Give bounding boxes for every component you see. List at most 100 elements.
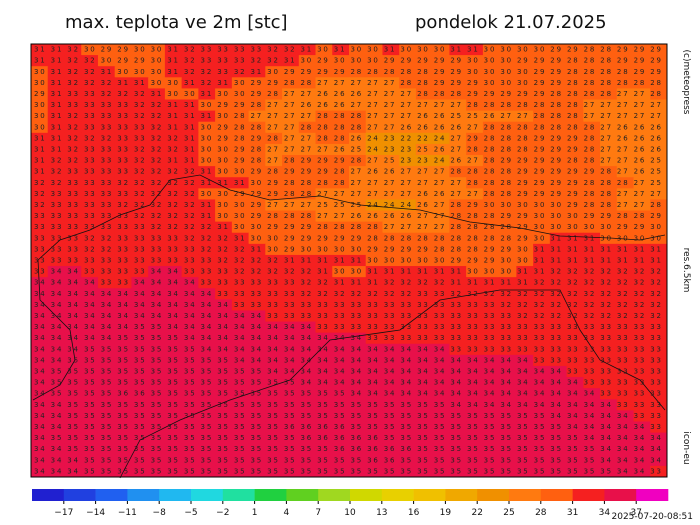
cell	[298, 266, 317, 278]
cell	[164, 454, 183, 467]
cell	[131, 77, 149, 89]
cell	[164, 343, 183, 356]
cell	[566, 66, 584, 78]
cell	[31, 465, 49, 478]
value-row: 33 33 33 32 32 33 33 33 33 33 32 32 32 3…	[34, 245, 661, 253]
cell	[64, 454, 82, 467]
colorbar: −17 −14 −11 −8 −5 −2 1 4 7 10 13 16 19 22 25 28 31 34 37	[32, 489, 669, 518]
cell	[315, 443, 333, 456]
cell	[566, 432, 584, 445]
cell	[198, 99, 216, 112]
cell	[164, 177, 183, 189]
cell	[549, 243, 568, 256]
cell	[449, 365, 467, 378]
cell	[432, 321, 450, 334]
cell	[499, 188, 517, 200]
cell	[415, 177, 434, 189]
cell	[349, 377, 367, 389]
cell	[231, 332, 250, 345]
cell	[248, 354, 266, 367]
cell	[482, 354, 501, 367]
cell	[399, 177, 417, 189]
cell	[81, 432, 99, 445]
cell	[332, 465, 350, 478]
cell	[215, 243, 233, 256]
cell	[114, 77, 132, 89]
cell	[349, 155, 367, 167]
cell	[616, 299, 635, 311]
cell	[97, 365, 116, 378]
cell	[549, 155, 568, 167]
cell	[148, 143, 166, 156]
colorbar-band	[286, 489, 319, 501]
cell	[499, 288, 517, 300]
cell	[81, 188, 99, 200]
cell	[332, 177, 350, 189]
cell	[466, 243, 484, 256]
cell	[633, 266, 651, 278]
cell	[64, 410, 82, 422]
cell	[382, 143, 400, 156]
value-row: 31 31 32 30 29 29 30 30 31 32 33 33 33 3…	[34, 46, 661, 54]
cell	[349, 232, 367, 245]
cell	[533, 377, 551, 389]
cell	[332, 321, 350, 334]
cell	[265, 44, 283, 56]
cell	[499, 77, 517, 89]
cell	[64, 354, 82, 367]
cell	[365, 465, 383, 478]
border-line	[32, 174, 666, 401]
cell	[466, 210, 484, 223]
value-row: 30 31 33 33 33 33 32 32 31 31 30 29 29 2…	[34, 101, 661, 109]
cell	[97, 354, 116, 367]
cell	[31, 354, 49, 367]
cell	[600, 177, 618, 189]
cell	[466, 55, 484, 67]
cell	[148, 55, 166, 67]
cell	[349, 66, 367, 78]
cell	[650, 454, 668, 467]
cell	[415, 143, 434, 156]
cell	[131, 221, 149, 234]
cell	[650, 121, 668, 134]
cell	[332, 343, 350, 356]
cell	[482, 277, 501, 289]
cell	[231, 177, 250, 189]
cell	[215, 121, 233, 134]
cell	[248, 310, 266, 323]
cell	[164, 266, 183, 278]
cell	[114, 288, 132, 300]
cell	[64, 232, 82, 245]
cell	[516, 454, 534, 467]
cell	[583, 99, 601, 112]
cell	[432, 432, 450, 445]
cell	[231, 310, 250, 323]
cell	[633, 288, 651, 300]
cell	[265, 155, 283, 167]
cell	[516, 132, 534, 145]
cell	[499, 454, 517, 467]
cell	[181, 243, 199, 256]
cell	[215, 210, 233, 223]
cell	[47, 277, 65, 289]
cell	[600, 232, 618, 245]
cell	[131, 266, 149, 278]
cell	[566, 254, 584, 267]
cell	[97, 432, 116, 445]
cell	[583, 432, 601, 445]
cell	[231, 377, 250, 389]
cell	[650, 55, 668, 67]
cell	[181, 99, 199, 112]
cell	[365, 365, 383, 378]
cell	[332, 299, 350, 311]
colorbar-label: 13	[376, 508, 387, 518]
cell	[466, 388, 484, 400]
cell	[47, 88, 65, 101]
value-row: 34 34 34 35 35 35 35 35 35 35 34 34 34 3…	[34, 345, 661, 353]
cell	[282, 365, 300, 378]
cell	[633, 432, 651, 445]
cell	[499, 121, 517, 134]
cell	[533, 443, 551, 456]
cell	[282, 77, 300, 89]
cell	[466, 99, 484, 112]
